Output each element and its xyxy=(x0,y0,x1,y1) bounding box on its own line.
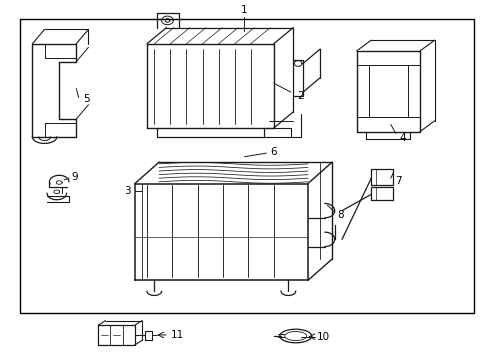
Text: 3: 3 xyxy=(124,186,130,196)
Text: 5: 5 xyxy=(82,94,89,104)
Text: 11: 11 xyxy=(170,330,183,340)
Text: 2: 2 xyxy=(297,91,303,101)
Text: 6: 6 xyxy=(270,147,277,157)
Text: 1: 1 xyxy=(241,5,247,15)
Text: 10: 10 xyxy=(316,332,329,342)
Text: 9: 9 xyxy=(71,172,78,183)
Text: 7: 7 xyxy=(394,176,401,186)
Text: 4: 4 xyxy=(399,133,406,143)
Text: 8: 8 xyxy=(337,210,343,220)
Bar xyxy=(20,19,473,313)
